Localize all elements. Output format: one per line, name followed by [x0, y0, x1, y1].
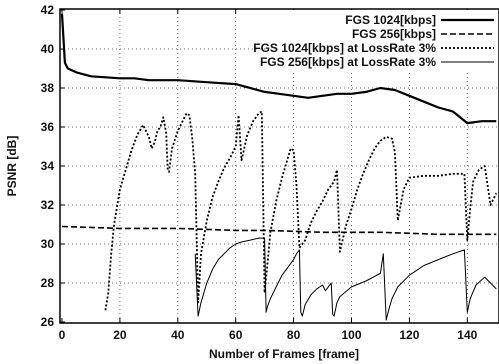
y-tick-label: 32	[41, 198, 55, 212]
legend-label-1: FGS 1024[kbps]	[345, 13, 436, 27]
y-axis-label: PSNR [dB]	[5, 136, 19, 197]
x-tick-label: 80	[287, 328, 301, 342]
x-tick-label: 140	[457, 328, 477, 342]
x-tick-label: 60	[229, 328, 243, 342]
x-tick-label: 0	[59, 328, 66, 342]
series-line-4	[194, 237, 497, 321]
y-tick-label: 42	[41, 3, 55, 17]
series-group	[60, 13, 498, 321]
y-tick-label: 40	[41, 42, 55, 56]
x-tick-label: 20	[113, 328, 127, 342]
y-tick-label: 34	[41, 159, 55, 173]
y-tick-label: 36	[41, 120, 55, 134]
legend-label-4: FGS 256[kbps] at LossRate 3%	[260, 55, 436, 69]
x-tick-label: 40	[171, 328, 185, 342]
series-line-2	[61, 225, 497, 236]
y-tick-label: 38	[41, 81, 55, 95]
x-tick-label: 120	[399, 328, 419, 342]
y-tick-label: 28	[41, 276, 55, 290]
legend-label-3: FGS 1024[kbps] at LossRate 3%	[253, 41, 436, 55]
y-tick-label: 30	[41, 237, 55, 251]
series-line-1	[60, 13, 497, 125]
axis-ticks: 0 20 40 60 80 100 120 140 26 28 30 32 34 36 38 40 42	[41, 3, 478, 342]
legend: FGS 1024[kbps]FGS 256[kbps]FGS 1024[kbps…	[253, 13, 494, 69]
legend-label-2: FGS 256[kbps]	[352, 27, 436, 41]
x-tick-label: 100	[341, 328, 361, 342]
x-axis-label: Number of Frames [frame]	[209, 347, 359, 361]
series-line-3	[104, 110, 498, 311]
y-tick-label: 26	[41, 315, 55, 329]
